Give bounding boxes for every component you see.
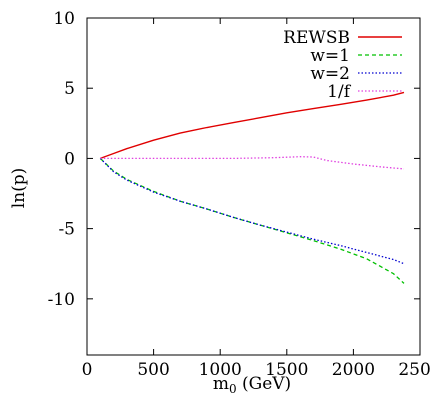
x-tick-label: 1500: [265, 360, 308, 380]
y-axis-label: ln(p): [9, 168, 29, 209]
y-tick-label: 10: [53, 9, 75, 29]
x-tick-label: 0: [82, 360, 93, 380]
legend-label: 1/f: [327, 82, 352, 102]
x-tick-label: 2500: [398, 360, 430, 380]
series-line-w-1: [99, 157, 405, 284]
y-tick-label: 5: [64, 79, 75, 99]
x-tick-label: 1000: [199, 360, 242, 380]
series-line-w-2: [99, 157, 405, 265]
legend-label: w=2: [310, 64, 350, 84]
series-line-rewsb: [100, 91, 405, 160]
y-tick-label: 0: [64, 149, 75, 169]
y-tick-label: -5: [58, 220, 75, 240]
y-tick-label: -10: [48, 290, 75, 310]
x-tick-label: 500: [137, 360, 169, 380]
x-axis-label: m0 (GeV): [213, 374, 291, 396]
x-axis-label-subscript: 0: [229, 382, 237, 396]
x-axis-label-unit: (GeV): [237, 374, 292, 394]
x-tick-label: 2000: [332, 360, 375, 380]
legend-label: w=1: [310, 46, 350, 66]
series-line-1-f: [100, 156, 405, 170]
legend-label: REWSB: [283, 28, 350, 48]
plot-frame: [86, 17, 421, 356]
x-axis-label-base: m: [213, 374, 229, 394]
